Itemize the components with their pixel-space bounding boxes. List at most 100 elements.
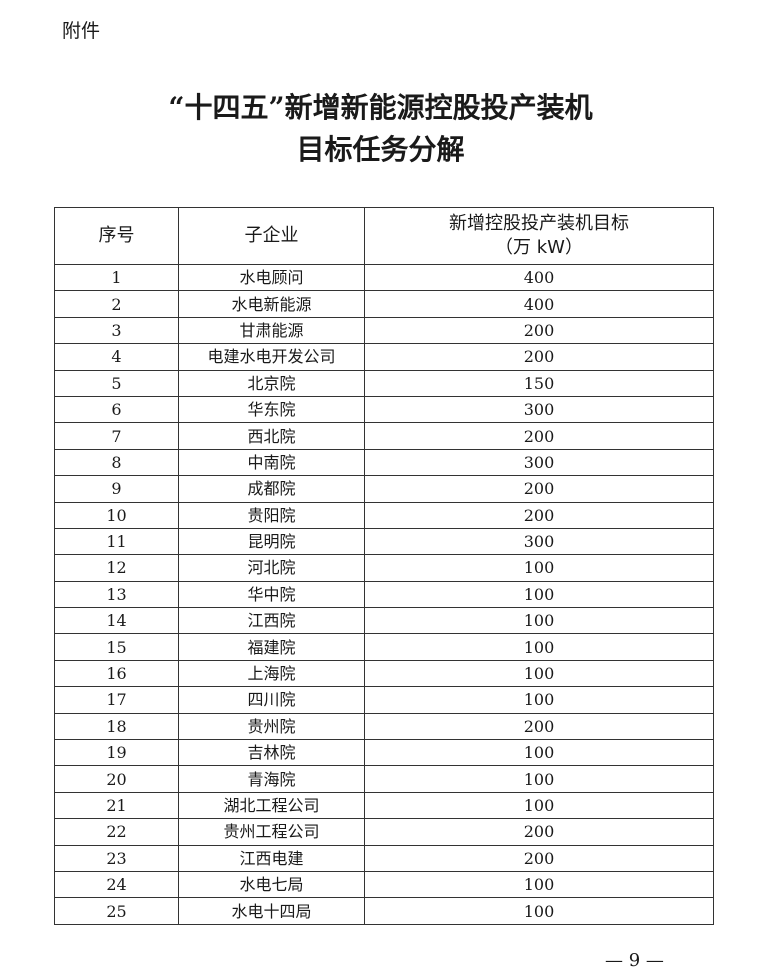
table-row: 3 甘肃能源 200 [54,316,714,345]
row-target: 200 [364,712,714,741]
row-subsidiary: 电建水电开发公司 [178,343,365,371]
row-target: 100 [364,659,714,688]
row-index: 6 [54,395,179,424]
row-index: 8 [54,448,179,477]
table-row: 23 江西电建 200 [54,844,714,872]
row-subsidiary: 水电七局 [178,870,365,899]
row-subsidiary: 华东院 [178,395,365,424]
row-subsidiary: 贵州工程公司 [178,818,365,846]
row-subsidiary: 华中院 [178,580,365,609]
table-row: 6 华东院 300 [54,395,714,424]
row-index: 7 [54,422,179,450]
row-target: 200 [364,316,714,345]
page-number: — 9 — [605,950,664,971]
row-target: 400 [364,290,714,318]
table-row: 7 西北院 200 [54,422,714,450]
header-target: 新增控股投产装机目标 （万 kW） [364,207,714,265]
table-row: 1 水电顾问 400 [54,263,714,292]
row-subsidiary: 江西电建 [178,844,365,872]
table-row: 12 河北院 100 [54,554,714,582]
row-index: 16 [54,659,179,688]
header-target-label: 新增控股投产装机目标 [449,213,629,234]
row-index: 20 [54,765,179,793]
row-subsidiary: 吉林院 [178,739,365,767]
row-index: 25 [54,897,179,925]
row-index: 19 [54,739,179,767]
table-row: 24 水电七局 100 [54,870,714,899]
row-subsidiary: 河北院 [178,554,365,582]
row-target: 100 [364,897,714,925]
row-target: 200 [364,475,714,503]
row-index: 4 [54,343,179,371]
row-subsidiary: 水电顾问 [178,263,365,292]
table-row: 17 四川院 100 [54,686,714,714]
document-title-line1: “十四五”新增新能源控股投产装机 [168,91,593,124]
row-index: 12 [54,554,179,582]
table-row: 25 水电十四局 100 [54,897,714,925]
row-index: 13 [54,580,179,609]
row-target: 300 [364,448,714,477]
row-index: 5 [54,369,179,397]
row-subsidiary: 甘肃能源 [178,316,365,345]
table-row: 16 上海院 100 [54,659,714,688]
row-index: 23 [54,844,179,872]
row-subsidiary: 贵阳院 [178,501,365,529]
row-index: 22 [54,818,179,846]
row-subsidiary: 水电十四局 [178,897,365,925]
row-subsidiary: 贵州院 [178,712,365,741]
row-subsidiary: 四川院 [178,686,365,714]
row-index: 3 [54,316,179,345]
row-target: 200 [364,422,714,450]
row-target: 100 [364,739,714,767]
row-target: 100 [364,633,714,661]
row-index: 2 [54,290,179,318]
row-subsidiary: 水电新能源 [178,290,365,318]
row-index: 21 [54,791,179,820]
row-subsidiary: 中南院 [178,448,365,477]
row-target: 200 [364,844,714,872]
row-index: 15 [54,633,179,661]
row-target: 300 [364,395,714,424]
row-target: 100 [364,580,714,609]
table-row: 9 成都院 200 [54,475,714,503]
row-index: 18 [54,712,179,741]
table-row: 18 贵州院 200 [54,712,714,741]
table-row: 21 湖北工程公司 100 [54,791,714,820]
row-target: 200 [364,343,714,371]
table-row: 15 福建院 100 [54,633,714,661]
table-body: 1 水电顾问 400 2 水电新能源 400 3 甘肃能源 200 4 电建水电开发公司 200 5 北京… [54,263,714,925]
table-row: 8 中南院 300 [54,448,714,477]
row-subsidiary: 福建院 [178,633,365,661]
row-index: 11 [54,527,179,556]
table-row: 22 贵州工程公司 200 [54,818,714,846]
row-target: 100 [364,607,714,635]
header-index: 序号 [54,207,179,265]
row-index: 17 [54,686,179,714]
row-target: 150 [364,369,714,397]
row-target: 100 [364,791,714,820]
table-row: 5 北京院 150 [54,369,714,397]
row-subsidiary: 上海院 [178,659,365,688]
row-index: 24 [54,870,179,899]
row-subsidiary: 江西院 [178,607,365,635]
attachment-label: 附件 [62,20,101,42]
table-row: 20 青海院 100 [54,765,714,793]
row-subsidiary: 西北院 [178,422,365,450]
row-target: 300 [364,527,714,556]
row-subsidiary: 湖北工程公司 [178,791,365,820]
table-row: 19 吉林院 100 [54,739,714,767]
table-row: 4 电建水电开发公司 200 [54,343,714,371]
target-table: 序号 子企业 新增控股投产装机目标 （万 kW） 1 水电顾问 400 2 水电新能源 40… [54,207,714,925]
table-row: 14 江西院 100 [54,607,714,635]
row-index: 14 [54,607,179,635]
row-subsidiary: 青海院 [178,765,365,793]
row-subsidiary: 昆明院 [178,527,365,556]
row-subsidiary: 成都院 [178,475,365,503]
row-target: 100 [364,686,714,714]
row-index: 1 [54,263,179,292]
row-target: 100 [364,554,714,582]
table-header-row: 序号 子企业 新增控股投产装机目标 （万 kW） [54,207,714,265]
table-row: 11 昆明院 300 [54,527,714,556]
header-target-unit: （万 kW） [495,237,583,258]
table-row: 2 水电新能源 400 [54,290,714,318]
